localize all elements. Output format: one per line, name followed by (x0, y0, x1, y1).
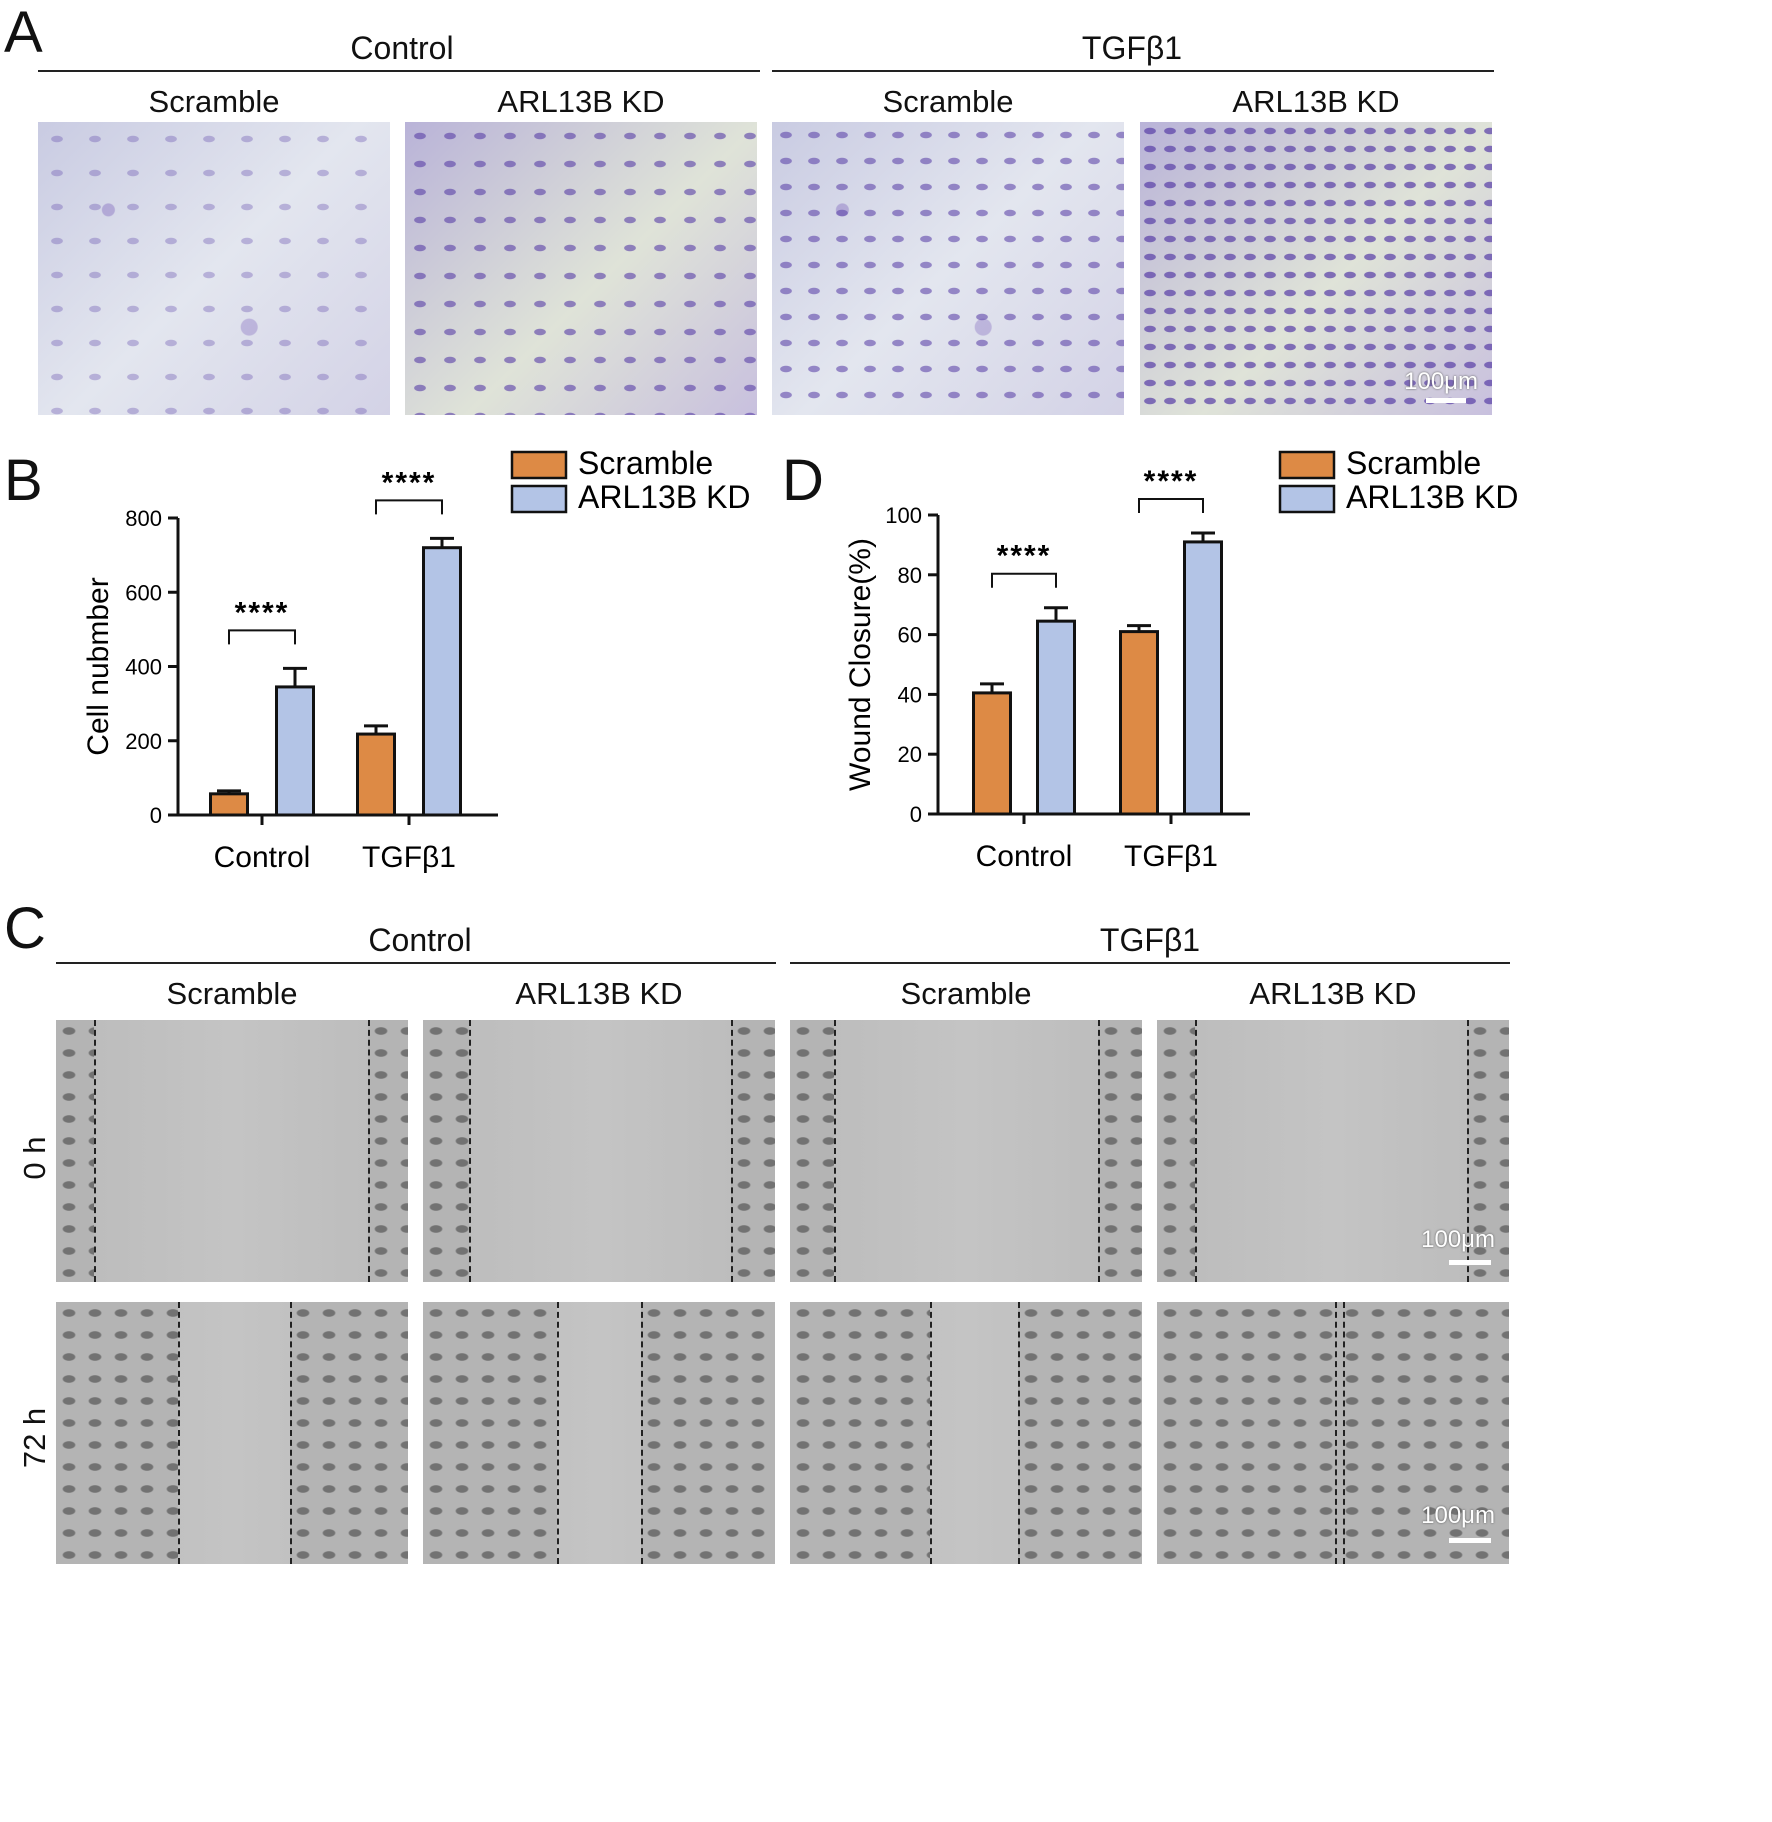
panel-label-b: B (4, 448, 43, 513)
y-tick-label: 60 (898, 623, 922, 648)
wound-image-0h-control-scramble (56, 1020, 408, 1282)
y-tick-label: 400 (125, 655, 162, 680)
legend-swatch-scramble (510, 450, 568, 480)
significance-label: **** (235, 596, 290, 629)
panel-a-scale-bar (1426, 398, 1466, 403)
bar-arl13b-kd (422, 546, 462, 817)
legend-label-arl13b-kd: ARL13B KD (1346, 479, 1519, 515)
legend-label-arl13b-kd: ARL13B KD (578, 479, 751, 515)
panel-c-scale-bar-72h (1449, 1538, 1491, 1543)
legend-label-scramble: Scramble (578, 445, 713, 481)
panel-a-group-control-line (38, 70, 760, 72)
transwell-image-tgfb1-kd: 100μm (1140, 122, 1492, 415)
legend-swatch-arl13b-kd (510, 484, 568, 514)
chart-b-cell-number: 0 200 400 600 800 Cell nubmber Control **** TGFβ… (82, 445, 751, 874)
x-tick-label: TGFβ1 (1124, 840, 1218, 873)
transwell-image-tgfb1-scramble (772, 122, 1124, 415)
y-tick-label: 20 (898, 742, 922, 767)
panel-a-group-tgfb1: TGFβ1 (1081, 30, 1183, 66)
panel-c-group-control-line (56, 962, 776, 964)
panel-a-label-scramble-tgfb1: Scramble (882, 84, 1014, 119)
panel-c-label-kd-control: ARL13B KD (515, 976, 683, 1011)
panel-a-scale-label: 100μm (1404, 368, 1478, 395)
panel-c-label-kd-tgfb1: ARL13B KD (1249, 976, 1417, 1011)
y-tick-label: 0 (910, 802, 922, 827)
bar-scramble (1119, 630, 1159, 816)
y-tick-label: 800 (125, 506, 162, 531)
legend-swatch-arl13b-kd (1278, 484, 1336, 514)
panel-label-d: D (782, 448, 824, 513)
bar-arl13b-kd (275, 685, 315, 817)
significance-label: **** (1144, 465, 1199, 498)
panel-a-label-scramble-control: Scramble (148, 84, 280, 119)
x-tick-label: TGFβ1 (362, 841, 456, 874)
panel-a-label-kd-tgfb1: ARL13B KD (1232, 84, 1400, 119)
panel-c-scale-bar-0h (1449, 1260, 1491, 1265)
significance-label: **** (997, 540, 1052, 573)
bar-scramble (972, 691, 1012, 816)
bar-arl13b-kd (1036, 619, 1076, 816)
chart-d-wound-closure: 0 20 40 60 80 100 Wound Closure(%) Control **** T… (844, 445, 1519, 873)
panel-c-group-tgfb1: TGFβ1 (1099, 922, 1201, 958)
y-tick-label: 600 (125, 580, 162, 605)
significance-label: **** (382, 466, 437, 499)
transwell-image-control-kd (405, 122, 757, 415)
panel-c-scale-label-72h: 100μm (1421, 1502, 1495, 1529)
y-axis-label: Wound Closure(%) (844, 538, 877, 791)
panel-c-label-scramble-control: Scramble (166, 976, 298, 1011)
significance-bracket (1138, 497, 1204, 513)
panel-c-group-tgfb1-line (790, 962, 1510, 964)
transwell-image-control-scramble (38, 122, 390, 415)
wound-image-0h-tgfb1-scramble (790, 1020, 1142, 1282)
panel-label-a: A (4, 0, 43, 65)
y-tick-label: 40 (898, 682, 922, 707)
wound-image-72h-control-kd (423, 1302, 775, 1564)
panel-c-label-scramble-tgfb1: Scramble (900, 976, 1032, 1011)
panel-c-group-control: Control (368, 922, 472, 958)
panel-a-label-kd-control: ARL13B KD (497, 84, 665, 119)
wound-image-0h-control-kd (423, 1020, 775, 1282)
significance-bracket (375, 499, 443, 515)
panel-a-group-control: Control (350, 30, 454, 66)
panel-c-row-label-0h: 0 h (17, 1136, 52, 1180)
panel-c-scale-label-0h: 100μm (1421, 1226, 1495, 1253)
legend-label-scramble: Scramble (1346, 445, 1481, 481)
significance-bracket (991, 572, 1057, 588)
bar-arl13b-kd (1183, 540, 1223, 816)
legend-swatch-scramble (1278, 450, 1336, 480)
y-tick-label: 80 (898, 563, 922, 588)
y-tick-label: 200 (125, 729, 162, 754)
wound-image-72h-tgfb1-kd: 100μm (1157, 1302, 1509, 1564)
panel-c-row-label-72h: 72 h (17, 1407, 52, 1469)
bar-scramble (209, 792, 249, 817)
panel-a-group-tgfb1-line (772, 70, 1494, 72)
wound-image-72h-control-scramble (56, 1302, 408, 1564)
y-tick-label: 0 (150, 803, 162, 828)
y-tick-label: 100 (885, 503, 922, 528)
wound-image-72h-tgfb1-scramble (790, 1302, 1142, 1564)
x-tick-label: Control (976, 840, 1073, 873)
x-tick-label: Control (214, 841, 311, 874)
significance-bracket (228, 629, 296, 645)
wound-image-0h-tgfb1-kd: 100μm (1157, 1020, 1509, 1282)
y-axis-label: Cell nubmber (82, 577, 115, 755)
panel-label-c: C (4, 896, 46, 961)
bar-scramble (356, 732, 396, 817)
